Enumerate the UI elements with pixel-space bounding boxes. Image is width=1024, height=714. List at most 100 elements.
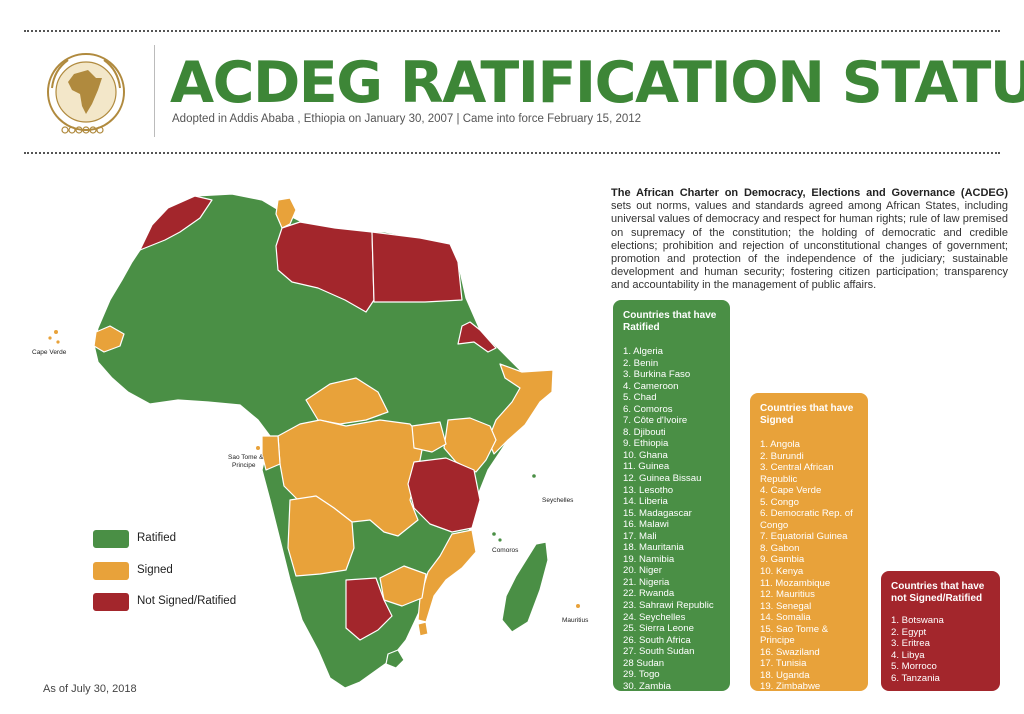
legend-label-ratified: Ratified (137, 532, 176, 544)
label-cape-verde: Cape Verde (32, 349, 67, 356)
header-separator (154, 45, 155, 137)
country-list-item: 6. Democratic Rep. of Congo (760, 508, 853, 531)
country-list-item: 4. Libya (891, 649, 925, 661)
country-botswana (345, 577, 393, 641)
label-comoros: Comoros (492, 547, 519, 554)
country-list-item: 27. South Sudan (623, 646, 695, 658)
country-list-item: 9. Gambia (760, 554, 805, 566)
country-list-item: 2. Egypt (891, 626, 927, 638)
page-subtitle: Adopted in Addis Ababa , Ethiopia on Jan… (172, 113, 642, 125)
country-list-item: 10. Kenya (760, 566, 804, 578)
country-uganda (411, 421, 447, 453)
country-lesotho (385, 649, 405, 669)
country-list-item: 15. Sao Tome & Principe (760, 623, 829, 647)
island-mauritius (576, 604, 580, 608)
not-signed-countries-box: Countries that have not Signed/Ratified … (881, 571, 1000, 691)
country-eritrea (457, 321, 497, 353)
country-angola (287, 495, 355, 577)
country-swaziland (417, 621, 429, 637)
legend-label-not-signed: Not Signed/Ratified (137, 595, 237, 607)
country-list-item: 24. Seychelles (623, 611, 686, 623)
island-comoros-2 (498, 538, 502, 542)
island-cape-verde-1 (54, 330, 58, 334)
country-list-item: 2. Burundi (760, 450, 804, 462)
legend-ratified: Ratified (93, 530, 333, 550)
country-list-item: 19. Namibia (623, 553, 675, 565)
country-egypt (371, 231, 463, 303)
top-divider (24, 30, 1000, 32)
country-list-item: 25. Sierra Leone (623, 623, 694, 635)
country-list-item: 16. Swaziland (760, 646, 820, 658)
country-equatorial-guinea (261, 435, 281, 471)
country-madagascar (501, 541, 549, 633)
country-list-item: 9. Ethiopia (623, 438, 669, 450)
country-mozambique (417, 529, 477, 623)
island-cape-verde-3 (56, 340, 60, 344)
intro-paragraph: The African Charter on Democracy, Electi… (611, 187, 1008, 293)
header-divider (24, 152, 1000, 154)
country-list-item: 5. Morroco (891, 661, 937, 673)
country-list-item: 8. Gabon (760, 542, 800, 554)
country-list-item: 17. Tunisia (760, 658, 807, 670)
country-list-item: 11. Guinea (623, 461, 670, 473)
country-libya (275, 221, 375, 313)
ratified-countries-box: Countries that have Ratified 1. Algeria 2… (613, 300, 730, 692)
country-list-item: 20. Niger (623, 565, 662, 577)
country-list-item: 2. Benin (623, 357, 659, 369)
label-seychelles: Seychelles (542, 497, 574, 504)
not-signed-list: 1. Botswana 2. Egypt 3. Eritrea 4. Libya 5. … (891, 615, 990, 684)
country-list-item: 22. Rwanda (623, 588, 675, 600)
country-list-item: 23. Sahrawi Republic (623, 600, 714, 612)
country-tanzania (407, 457, 481, 533)
country-list-item: 12. Mauritius (760, 589, 815, 601)
as-of-date: As of July 30, 2018 (43, 683, 137, 695)
au-emblem-icon (47, 53, 125, 134)
label-principe: Principe (232, 462, 256, 469)
ratified-list: 1. Algeria 2. Benin 3. Burkina Faso 4. Came… (623, 346, 720, 692)
country-tunisia (275, 197, 297, 229)
country-list-item: 10. Ghana (623, 449, 668, 461)
signed-countries-box: Countries that have Signed 1. Angola 2. B… (750, 393, 868, 693)
legend-signed: Signed (93, 562, 333, 582)
signed-heading: Countries that have Signed (760, 403, 854, 426)
country-list-item: 28 Sudan (623, 657, 665, 669)
country-somalia (487, 363, 554, 455)
country-list-item: 1. Angola (760, 439, 801, 450)
country-list-item: 29. Togo (623, 669, 660, 681)
country-list-item: 7. Equatorial Guinea (760, 531, 848, 543)
country-list-item: 5. Chad (623, 392, 657, 404)
islands (48, 330, 580, 608)
country-list-item: 7. Côte d'Ivoire (623, 415, 688, 427)
country-list-item: 14. Somalia (760, 612, 811, 624)
legend-swatch-ratified (93, 530, 129, 548)
country-list-item: 1. Algeria (623, 346, 664, 357)
page-title: ACDEG RATIFICATION STATUS (170, 50, 1024, 116)
intro-lead: The African Charter on Democracy, Electi… (611, 187, 1008, 199)
intro-body: sets out norms, values and standards agr… (611, 200, 1008, 292)
country-list-item: 8. Djibouti (623, 426, 666, 438)
country-list-item: 15. Madagascar (623, 507, 692, 519)
island-comoros-1 (492, 532, 496, 536)
legend-swatch-signed (93, 562, 129, 580)
legend-not-signed: Not Signed/Ratified (93, 593, 333, 613)
country-list-item: 11. Mozambique (760, 577, 831, 589)
island-seychelles (532, 474, 536, 478)
not-signed-heading: Countries that have not Signed/Ratified (891, 581, 985, 604)
country-list-item: 12. Guinea Bissau (623, 473, 702, 485)
island-cape-verde-2 (48, 336, 52, 340)
signed-list: 1. Angola 2. Burundi 3. Central African Re… (760, 439, 858, 693)
country-list-item: 16. Malawi (623, 519, 669, 531)
africa-map: Cape Verde Sao Tome & Principe Seychelle… (32, 193, 589, 689)
country-list-item: 30. Zambia (623, 680, 671, 692)
island-sao-tome (256, 446, 260, 450)
country-list-item: 3. Central African Republic (760, 462, 834, 485)
country-list-item: 3. Eritrea (891, 638, 930, 650)
country-list-item: 6. Tanzania (891, 672, 940, 684)
country-list-item: 13. Lesotho (623, 484, 674, 496)
country-list-item: 14. Liberia (623, 496, 668, 508)
country-kenya (443, 417, 497, 473)
country-list-item: 13. Senegal (760, 600, 812, 612)
country-list-item: 5. Congo (760, 496, 799, 508)
country-list-item: 4. Cameroon (623, 380, 679, 392)
label-mauritius: Mauritius (562, 617, 589, 624)
